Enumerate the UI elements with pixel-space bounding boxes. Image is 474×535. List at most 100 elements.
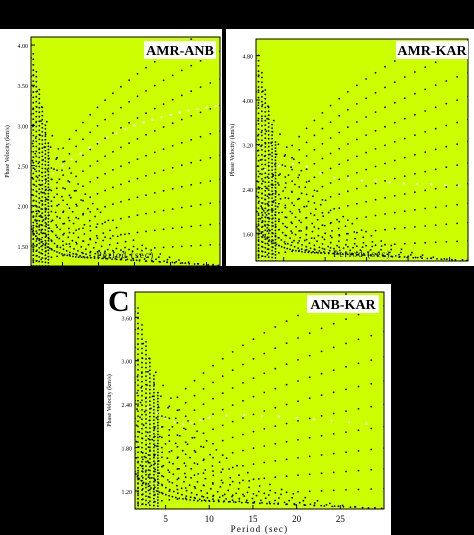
dispersion-dot [242,363,244,366]
dispersion-dot [274,205,277,208]
dispersion-dot [231,387,234,389]
dispersion-dot [299,236,301,239]
dispersion-dot [329,209,332,212]
dispersion-dot [252,430,255,433]
dispersion-dot [80,199,82,201]
dispersion-dot [271,162,273,165]
dispersion-dot [196,430,198,433]
dispersion-dot [38,156,41,159]
dispersion-dot [242,493,244,496]
dispersion-dot [188,484,191,486]
dispersion-dot [135,440,138,443]
dispersion-dot [297,247,299,250]
dispersion-dot [313,189,316,192]
dispersion-dot [305,141,308,144]
y-tick-label: 4.00 [18,44,29,50]
dispersion-dot [35,200,38,203]
dispersion-dot [309,503,312,506]
dispersion-dot [199,135,202,138]
dispersion-dot [38,165,41,168]
dispersion-dot [199,182,202,184]
dispersion-dot [300,221,302,224]
dispersion-dot [371,245,374,248]
dispersion-dot [145,349,147,352]
dispersion-dot [456,99,458,101]
fundamental-mode-point [190,421,193,424]
dispersion-dot [288,499,291,502]
dispersion-dot [261,129,263,132]
dispersion-dot [157,466,159,469]
dispersion-dot [116,242,119,245]
dispersion-dot [263,477,266,480]
dispersion-dot [145,345,147,347]
dispersion-dot [456,121,458,124]
dispersion-dot [44,196,47,199]
dispersion-dot [147,489,150,492]
dispersion-dot [35,165,38,168]
dispersion-dot [209,132,212,135]
dispersion-dot [342,215,345,218]
y-tick-label: 3.00 [18,124,29,130]
dispersion-dot [141,498,143,501]
dispersion-dot [264,242,267,245]
dispersion-dot [141,409,143,411]
dispersion-dot [218,461,221,463]
dispersion-dot [137,494,139,497]
dispersion-dot [434,127,437,130]
dispersion-dot [271,193,273,196]
dispersion-dot [157,502,159,504]
fundamental-mode-point [187,109,190,112]
dispersion-dot [68,194,71,197]
dispersion-dot [255,494,258,497]
dispersion-dot [141,493,143,496]
dispersion-dot [145,362,147,365]
dispersion-dot [41,167,44,170]
dispersion-dot [384,196,386,199]
dispersion-dot [149,481,151,483]
dispersion-dot [393,177,396,180]
dispersion-dot [242,449,244,452]
dispersion-dot [38,183,41,186]
dispersion-dot [245,501,248,504]
dispersion-dot [407,255,410,258]
dispersion-dot [293,239,295,242]
dispersion-dot [153,415,155,418]
dispersion-dot [339,249,341,252]
dispersion-dot [35,70,38,73]
dispersion-dot [261,182,263,185]
dispersion-dot [279,173,282,175]
dispersion-dot [41,163,44,166]
dispersion-dot [188,262,191,265]
dispersion-dot [50,205,53,208]
dispersion-dot [137,368,139,371]
dispersion-dot [59,246,62,249]
dispersion-dot [35,260,38,262]
dispersion-dot [72,252,75,255]
dispersion-dot [180,69,183,72]
dispersion-dot [131,250,134,253]
dispersion-dot [278,228,280,231]
dispersion-dot [136,375,139,378]
dispersion-dot [316,240,318,243]
dispersion-dot [36,232,38,235]
dispersion-dot [445,80,448,82]
dispersion-dot [232,501,235,503]
dispersion-dot [35,235,38,238]
dispersion-dot [274,214,277,217]
dispersion-dot [137,425,139,428]
dispersion-dot [153,480,155,483]
dispersion-dot [261,134,263,137]
dispersion-dot [267,240,270,243]
dispersion-dot [264,211,267,214]
dispersion-dot [260,499,262,502]
dispersion-dot [271,127,273,129]
dispersion-dot [279,133,281,136]
dispersion-dot [316,499,319,502]
dispersion-dot [32,229,35,232]
dispersion-dot [261,100,263,103]
dispersion-dot [337,227,340,230]
dispersion-dot [93,257,96,259]
dispersion-dot [267,201,270,203]
dispersion-dot [178,409,181,411]
dispersion-dot [334,251,336,253]
